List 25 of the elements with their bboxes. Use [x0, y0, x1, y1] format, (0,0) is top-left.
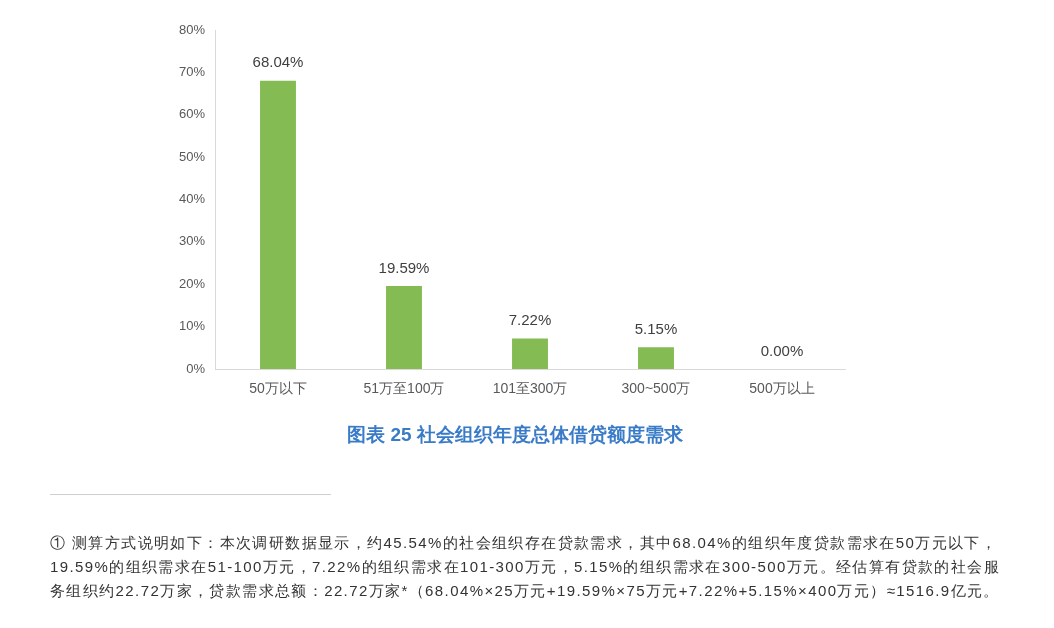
- text: 图表 25 社会组织年度总体借贷额度需求: [346, 423, 684, 447]
- y-tick-label: 60%: [178, 106, 206, 122]
- bar: [512, 338, 548, 369]
- x-tick-label: 51万至100万: [363, 380, 445, 397]
- y-tick-label: 50%: [178, 148, 206, 164]
- bar: [638, 347, 674, 369]
- x-tick-label: 300~500万: [621, 380, 691, 397]
- data-label: 7.22%: [508, 311, 552, 329]
- y-tick-label: 10%: [178, 318, 206, 334]
- x-tick-label: 500万以上: [749, 380, 815, 397]
- y-tick-label: 20%: [178, 275, 206, 291]
- bar: [386, 285, 422, 369]
- data-label: 68.04%: [252, 53, 304, 71]
- y-tick-label: 80%: [178, 21, 206, 37]
- data-label: 19.59%: [378, 258, 430, 276]
- y-tick-label: 40%: [178, 191, 206, 207]
- text: ① 测算方式说明如下：本次调研数据显示，约45.54%的社会组织存在贷款需求，其中68.04%的组织年度贷款需求在50万元以下，19.59%的组织需求在51-100万元，7.22%的组织需求在101-300万元，5.15%的组织需求在300-500万元。经估算有贷款的社会服务组织约22.72万家，贷款需求总额：22.72万家*（68.04%×25万元+19.59%×75万元+7.22%+5.15%×400万元）≈1516.9亿元。: [50, 533, 1001, 601]
- bar: [260, 80, 296, 369]
- x-tick-label: 50万以下: [249, 380, 307, 397]
- data-label: 0.00%: [760, 341, 804, 359]
- x-tick-label: 101至300万: [492, 380, 568, 397]
- y-tick-label: 70%: [178, 63, 206, 79]
- data-label: 5.15%: [634, 319, 678, 337]
- y-tick-label: 0%: [186, 360, 206, 376]
- y-tick-label: 30%: [178, 233, 206, 249]
